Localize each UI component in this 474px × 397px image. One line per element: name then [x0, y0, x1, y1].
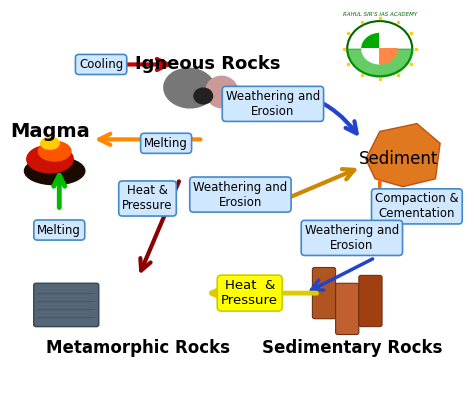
Text: Weathering and
Erosion: Weathering and Erosion [305, 224, 399, 252]
Text: Metamorphic Rocks: Metamorphic Rocks [46, 339, 230, 357]
FancyBboxPatch shape [312, 268, 336, 319]
Text: Sediment: Sediment [359, 150, 438, 168]
Polygon shape [366, 123, 440, 187]
Text: Weathering and
Erosion: Weathering and Erosion [226, 90, 320, 118]
Text: Heat  &
Pressure: Heat & Pressure [221, 279, 278, 307]
Ellipse shape [38, 141, 71, 161]
Ellipse shape [194, 88, 212, 104]
Wedge shape [362, 49, 380, 64]
Wedge shape [380, 33, 398, 49]
Text: Magma: Magma [10, 122, 90, 141]
Text: Melting: Melting [37, 224, 81, 237]
Text: Melting: Melting [144, 137, 188, 150]
Wedge shape [362, 33, 380, 49]
Ellipse shape [206, 76, 238, 108]
Text: Cooling: Cooling [79, 58, 123, 71]
Text: RAHUL SIR'S IAS ACADEMY: RAHUL SIR'S IAS ACADEMY [343, 12, 417, 17]
Ellipse shape [41, 137, 59, 149]
Text: Igneous Rocks: Igneous Rocks [135, 56, 281, 73]
FancyBboxPatch shape [359, 276, 382, 327]
Ellipse shape [27, 145, 73, 173]
Ellipse shape [164, 68, 215, 108]
Text: Compaction &
Cementation: Compaction & Cementation [375, 193, 459, 220]
Ellipse shape [25, 157, 85, 185]
Text: Weathering and
Erosion: Weathering and Erosion [193, 181, 288, 208]
Text: Heat &
Pressure: Heat & Pressure [122, 185, 173, 212]
Text: Sedimentary Rocks: Sedimentary Rocks [262, 339, 442, 357]
FancyBboxPatch shape [336, 283, 359, 335]
FancyBboxPatch shape [34, 283, 99, 327]
Wedge shape [380, 49, 398, 64]
